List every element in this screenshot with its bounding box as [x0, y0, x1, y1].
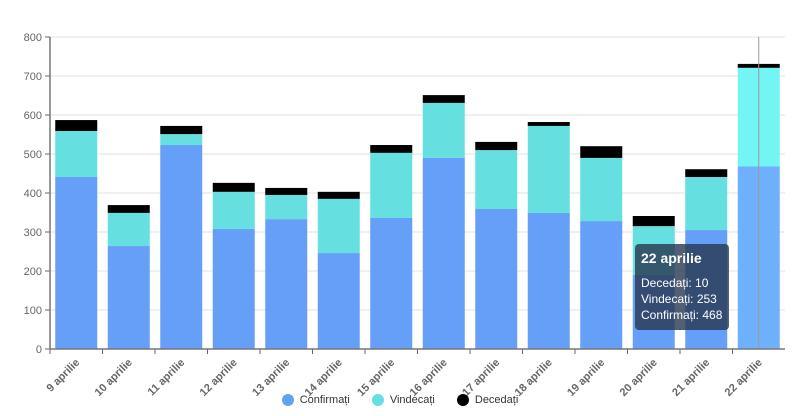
bar-confirmați-1	[107, 246, 150, 349]
legend-swatch	[281, 394, 294, 406]
y-tick-label: 600	[24, 110, 42, 122]
bar-decedați-7	[422, 95, 465, 103]
bar-confirmați-7	[422, 157, 465, 349]
bar-decedați-3	[212, 182, 255, 192]
legend-label: Decedați	[474, 394, 519, 406]
x-tick-label: 15 aprilie	[355, 357, 397, 399]
x-tick-label: 12 aprilie	[198, 357, 240, 399]
bar-vindecați-12	[685, 177, 728, 231]
x-tick-label: 20 aprilie	[618, 357, 660, 399]
bar-decedați-11	[632, 216, 675, 227]
bar-decedați-1	[107, 205, 150, 213]
bar-vindecați-6	[370, 152, 413, 218]
bar-decedați-0	[55, 120, 98, 131]
bar-confirmați-4	[265, 219, 308, 349]
bar-vindecați-10	[580, 157, 623, 222]
x-tick-label: 11 aprilie	[146, 357, 188, 399]
y-tick-label: 100	[24, 305, 42, 317]
x-tick-label: 16 aprilie	[408, 357, 450, 399]
bar-decedați-2	[160, 125, 203, 135]
y-tick-label: 0	[36, 344, 42, 356]
bar-decedați-12	[685, 169, 728, 178]
tooltip-title: 22 aprilie	[641, 250, 702, 266]
x-tick-label: 19 aprilie	[565, 357, 607, 399]
y-tick-label: 400	[24, 188, 42, 200]
y-tick-label: 800	[24, 32, 42, 44]
legend-swatch	[456, 394, 469, 406]
bar-confirmați-0	[55, 177, 98, 349]
x-tick-label: 10 aprilie	[93, 357, 135, 399]
x-tick-label: 22 aprilie	[723, 357, 765, 399]
bar-confirmați-6	[370, 217, 413, 349]
bar-vindecați-9	[527, 125, 570, 213]
bar-confirmați-9	[527, 212, 570, 349]
x-tick-label: 14 aprilie	[303, 357, 345, 399]
bar-vindecați-4	[265, 194, 308, 220]
bar-decedați-4	[265, 187, 308, 195]
bar-decedați-6	[370, 145, 413, 153]
tooltip-line: Vindecați: 253	[641, 292, 717, 306]
bar-vindecați-7	[422, 102, 465, 158]
legend-item-vindecati[interactable]: Vindecați	[371, 394, 435, 406]
y-tick-label: 200	[24, 266, 42, 278]
bar-decedați-8	[475, 141, 518, 151]
x-tick-label: 17 aprilie	[460, 357, 502, 399]
bar-vindecați-3	[212, 191, 255, 229]
y-tick-label: 700	[24, 71, 42, 83]
bar-confirmați-2	[160, 145, 203, 349]
x-tick-label: 21 aprilie	[670, 357, 712, 399]
bar-vindecați-0	[55, 130, 98, 178]
bar-decedați-9	[527, 122, 570, 126]
bar-confirmați-5	[317, 253, 360, 349]
y-tick-label: 300	[24, 227, 42, 239]
bar-vindecați-8	[475, 150, 518, 209]
bar-confirmați-3	[212, 228, 255, 349]
bar-vindecați-1	[107, 212, 150, 247]
bar-decedați-10	[580, 146, 623, 158]
legend-item-decedati[interactable]: Decedați	[456, 394, 519, 406]
legend-label: Vindecați	[389, 394, 435, 406]
bar-vindecați-5	[317, 198, 360, 254]
bar-confirmați-8	[475, 208, 518, 349]
x-tick-label: 9 aprilie	[44, 357, 82, 395]
bar-decedați-5	[317, 191, 360, 199]
legend-label: Confirmați	[299, 394, 350, 406]
x-tick-label: 13 aprilie	[250, 357, 292, 399]
tooltip-line: Decedați: 10	[641, 276, 709, 290]
tooltip: 22 aprilie Decedați: 10 Vindecați: 253 C…	[635, 244, 729, 330]
legend-swatch	[371, 394, 384, 406]
legend-item-confirmati[interactable]: Confirmați	[281, 394, 350, 406]
x-tick-label: 18 aprilie	[513, 357, 555, 399]
y-tick-label: 500	[24, 149, 42, 161]
bar-confirmați-10	[580, 221, 623, 349]
legend: Confirmați Vindecați Decedați	[0, 394, 800, 406]
tooltip-line: Confirmați: 468	[641, 308, 723, 322]
bar-vindecați-2	[160, 134, 203, 146]
